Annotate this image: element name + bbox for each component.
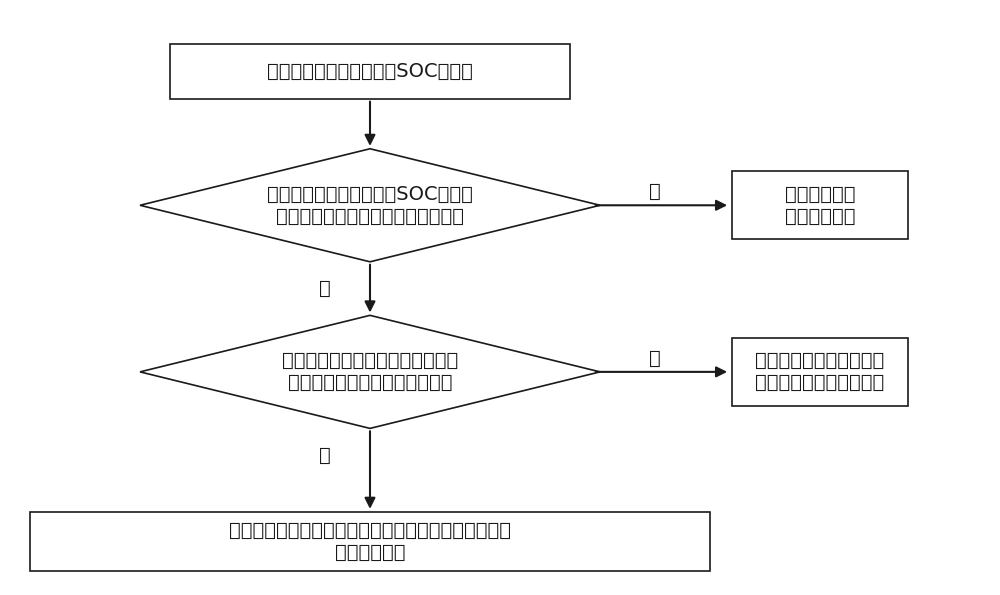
FancyBboxPatch shape xyxy=(170,44,570,99)
Polygon shape xyxy=(140,315,600,428)
Text: 是: 是 xyxy=(649,182,661,201)
Text: 汽车进入混合制动模式，机械制动力等于需求制动力减
去电机制动力: 汽车进入混合制动模式，机械制动力等于需求制动力减 去电机制动力 xyxy=(229,521,511,562)
Text: 汽车进入电制动模式，电
机制动力等于需求制动力: 汽车进入电制动模式，电 机制动力等于需求制动力 xyxy=(755,352,885,392)
Text: 根据制动踏板位置、电池SOC和车速
判断汽车是否可以进入机械制动模式: 根据制动踏板位置、电池SOC和车速 判断汽车是否可以进入机械制动模式 xyxy=(267,185,473,226)
Text: 判断所述需求制动力是否小于电机
制动力限值且小于最大电制动力: 判断所述需求制动力是否小于电机 制动力限值且小于最大电制动力 xyxy=(282,352,458,392)
Text: 机械制动力等
于需求制动力: 机械制动力等 于需求制动力 xyxy=(785,185,855,226)
Text: 否: 否 xyxy=(319,279,331,298)
Polygon shape xyxy=(140,149,600,262)
Text: 是: 是 xyxy=(649,349,661,368)
FancyBboxPatch shape xyxy=(732,338,908,406)
Text: 获取制动踏板位置、电池SOC和车速: 获取制动踏板位置、电池SOC和车速 xyxy=(267,62,473,81)
Text: 否: 否 xyxy=(319,446,331,465)
FancyBboxPatch shape xyxy=(30,512,710,571)
FancyBboxPatch shape xyxy=(732,171,908,239)
